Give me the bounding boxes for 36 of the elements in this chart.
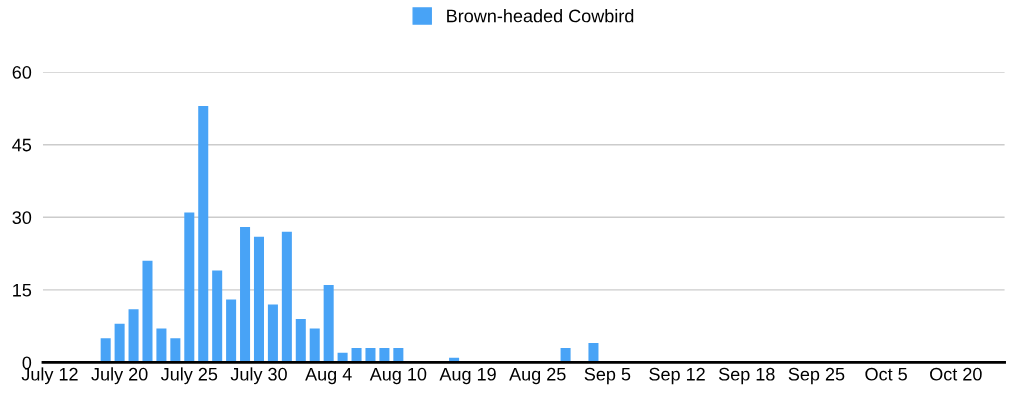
y-tick-label: 30 [12,211,32,225]
bar [156,328,167,363]
x-tick-label: July 20 [91,367,148,385]
bar [281,231,292,363]
x-tick-label: Aug 10 [369,367,427,385]
bar [267,304,278,363]
legend-label: Brown-headed Cowbird [447,9,634,23]
y-tick-label: 15 [13,284,32,297]
bar [309,328,320,363]
bar [114,323,125,363]
x-tick-label: July 30 [230,367,287,385]
bar [170,338,181,363]
y-tick-label: 60 [12,66,32,79]
x-tick-label: Oct 5 [865,367,907,381]
x-tick-label: Sep 25 [788,367,845,385]
bar [128,309,139,363]
x-tick-label: Sep 12 [649,367,705,385]
bar [295,318,306,363]
bar [142,260,153,363]
bar [100,338,111,363]
x-tick-label: July 25 [160,367,218,385]
bar [323,285,334,363]
x-tick-label: Aug 4 [305,368,352,385]
bar [588,343,599,363]
bar [226,299,237,363]
bar [212,270,223,363]
x-tick-label: Aug 25 [509,367,566,385]
bar [253,236,264,363]
x-tick-label: Sep 18 [718,367,775,385]
x-tick-label: Aug 19 [439,367,496,385]
bar [184,212,195,363]
x-tick-label: Oct 20 [930,367,982,381]
x-tick-label: Sep 5 [584,367,631,385]
bar [198,105,209,363]
y-tick-label: 45 [12,138,32,152]
bar [240,226,251,363]
